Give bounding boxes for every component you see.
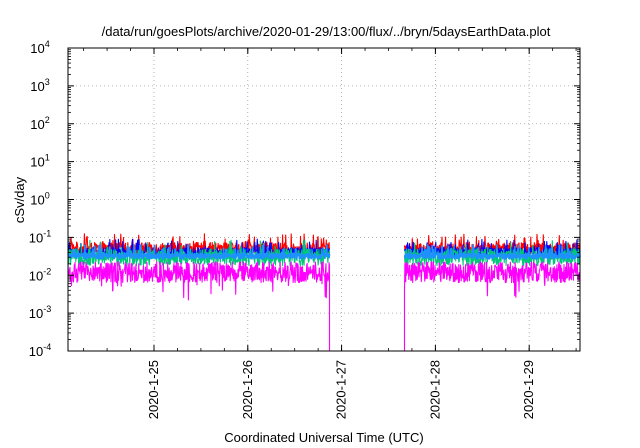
x-tick-label: 2020-1-28 <box>427 360 442 419</box>
y-axis: 10-4 10-3 10-2 10-1 100 101 102 103 104 <box>29 39 580 359</box>
x-tick-label: 2020-1-29 <box>521 360 536 419</box>
y-tick-label: 103 <box>30 77 49 94</box>
plot-area <box>67 233 581 351</box>
series-line <box>404 244 581 260</box>
x-axis-label: Coordinated Universal Time (UTC) <box>224 430 423 445</box>
grid <box>68 48 580 351</box>
y-tick-label: 104 <box>30 39 49 56</box>
y-tick-label: 10-3 <box>29 304 51 321</box>
y-tick-label: 10-1 <box>29 228 51 245</box>
x-tick-label: 2020-1-26 <box>240 360 255 419</box>
series-line <box>67 233 331 256</box>
series-line <box>403 261 581 351</box>
y-axis-label: cSv/day <box>12 176 27 223</box>
series-line <box>67 261 331 351</box>
y-tick-label: 10-2 <box>29 266 51 283</box>
series-line <box>67 244 331 260</box>
y-tick-label: 102 <box>30 115 49 132</box>
y-tick-label: 10-4 <box>29 342 51 359</box>
chart-title: /data/run/goesPlots/archive/2020-01-29/1… <box>102 24 551 39</box>
x-tick-label: 2020-1-25 <box>146 360 161 419</box>
y-tick-label: 101 <box>30 153 49 170</box>
y-tick-label: 100 <box>30 191 49 208</box>
x-tick-label: 2020-1-27 <box>334 360 349 419</box>
x-axis: 2020-1-25 2020-1-26 2020-1-27 2020-1-28 2020… <box>83 48 577 419</box>
